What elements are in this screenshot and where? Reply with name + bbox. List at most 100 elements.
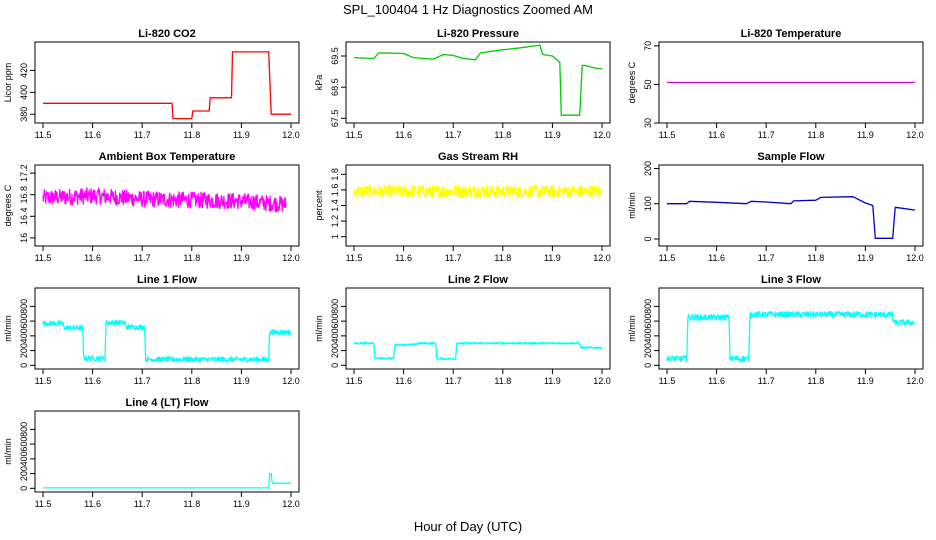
panel-frame [34,287,300,370]
x-tick-label: 11.9 [233,130,250,140]
x-tick-label: 11.8 [807,130,824,140]
x-tick-label: 11.5 [346,376,363,386]
chart-panel-4: Ambient Box Temperature 11.5 11.6 11.7 11.8 1… [3,151,300,263]
series-line [666,310,916,363]
x-tick-label: 11.8 [494,130,511,140]
panel-title: Line 3 Flow [761,274,821,286]
y-axis-label: kPa [314,75,324,91]
x-tick-label: 12.0 [282,376,300,386]
x-tick-label: 11.8 [494,376,511,386]
panel-title: Line 4 (LT) Flow [126,397,209,409]
x-tick-label: 11.7 [758,130,775,140]
x-tick-label: 11.7 [134,253,151,263]
y-tick-label: 67.5 [330,110,340,128]
x-tick-label: 11.9 [857,130,874,140]
y-tick-label: 420 [19,63,29,78]
panel-title: Line 1 Flow [137,274,197,286]
x-tick-label: 12.0 [593,130,611,140]
x-tick-label: 11.9 [233,253,250,263]
panel-frame [345,287,611,370]
panel-frame [345,164,611,247]
x-tick-label: 11.7 [445,253,462,263]
x-tick-label: 11.9 [857,376,874,386]
panel-title: Li-820 Temperature [741,28,842,40]
y-tick-label: 800 [19,299,29,314]
x-tick-label: 11.6 [708,376,725,386]
series-line [42,187,287,213]
x-tick-label: 11.6 [84,253,101,263]
panel-frame [34,164,300,247]
chart-panel-8: Line 2 Flow 11.5 11.6 11.7 11.8 11.9 12.0 0 2004… [314,274,611,386]
x-tick-label: 12.0 [906,376,924,386]
y-axis-label: percent [314,190,324,221]
x-tick-label: 11.6 [84,376,101,386]
chart-panel-2: Li-820 Pressure 11.5 11.6 11.7 11.8 11.9 12.0 6… [314,28,611,140]
series-group [353,184,603,199]
y-tick-label: 0 [643,363,653,368]
x-tick-label: 12.0 [906,130,924,140]
y-axis-label: degrees C [3,184,13,226]
x-tick-label: 11.7 [758,253,775,263]
y-tick-label: 400 [19,85,29,100]
series-group [353,341,603,361]
y-tick-label: 50 [643,79,653,89]
y-tick-label: 0 [330,363,340,368]
y-tick-label: 0 [19,486,29,491]
y-tick-label: 800 [643,299,653,314]
y-tick-label: 600 [19,437,29,452]
series-group [42,319,292,363]
y-tick-label: 1.4 [330,199,340,212]
series-line [353,184,603,199]
y-tick-label: 16.8 [19,186,29,204]
x-tick-label: 11.6 [708,130,725,140]
x-tick-label: 11.8 [183,499,200,509]
y-axis-label: ml/min [627,192,637,219]
y-tick-label: 400 [19,451,29,466]
x-tick-label: 11.6 [708,253,725,263]
y-tick-label: 800 [19,422,29,437]
y-tick-label: 400 [330,328,340,343]
x-tick-label: 11.9 [233,499,250,509]
x-tick-label: 12.0 [593,253,611,263]
y-axis-label: ml/min [3,315,13,342]
y-tick-label: 200 [19,343,29,358]
x-tick-label: 11.6 [84,499,101,509]
y-tick-label: 200 [19,466,29,481]
y-tick-label: 1.2 [330,215,340,228]
panel-frame [345,41,611,124]
x-tick-label: 11.8 [494,253,511,263]
x-tick-label: 11.7 [445,376,462,386]
panel-title: Ambient Box Temperature [99,151,236,163]
x-tick-label: 11.7 [134,499,151,509]
x-tick-label: 12.0 [282,253,300,263]
y-tick-label: 200 [330,343,340,358]
y-tick-label: 600 [643,314,653,329]
x-tick-label: 11.6 [84,130,101,140]
y-tick-label: 800 [330,299,340,314]
x-tick-label: 11.9 [857,253,874,263]
x-tick-label: 12.0 [282,499,300,509]
chart-panel-10: Line 4 (LT) Flow 11.5 11.6 11.7 11.8 11.9 12.0… [3,397,300,509]
x-tick-label: 11.8 [183,130,200,140]
series-group [43,472,291,489]
panel-frame [658,287,924,370]
x-tick-label: 11.6 [395,130,412,140]
y-axis-label: Licor ppm [3,63,13,103]
y-axis-label: degrees C [627,61,637,103]
x-tick-label: 11.7 [134,130,151,140]
series-group [42,187,287,213]
y-tick-label: 1.6 [330,184,340,197]
x-tick-label: 11.5 [659,130,676,140]
x-tick-label: 12.0 [282,130,300,140]
y-tick-label: 400 [643,328,653,343]
panel-frame [34,41,300,124]
panel-title: Sample Flow [757,151,825,163]
y-axis-label: ml/min [627,315,637,342]
y-tick-label: 100 [643,196,653,211]
y-tick-label: 16.4 [19,208,29,226]
y-tick-label: 0 [19,363,29,368]
x-tick-label: 11.8 [183,376,200,386]
x-tick-label: 11.5 [659,253,676,263]
figure-title: SPL_100404 1 Hz Diagnostics Zoomed AM [343,2,593,17]
